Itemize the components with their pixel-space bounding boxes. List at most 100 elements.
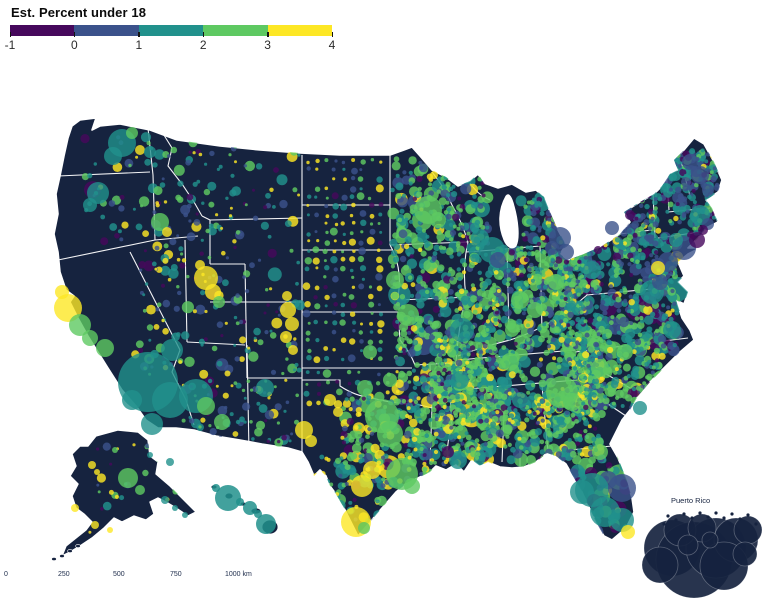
county-bubble xyxy=(491,327,497,332)
county-bubble xyxy=(524,417,530,423)
county-bubble xyxy=(114,233,120,239)
county-bubble xyxy=(519,445,524,450)
county-bubble xyxy=(486,440,494,449)
county-bubble xyxy=(610,199,620,209)
county-bubble xyxy=(502,305,510,312)
aleutian-island xyxy=(59,554,65,558)
county-bubble xyxy=(470,447,476,453)
county-bubble xyxy=(359,339,364,344)
county-bubble xyxy=(619,241,624,246)
county-bubble xyxy=(315,167,319,171)
county-bubble xyxy=(380,483,386,489)
county-bubble xyxy=(419,289,427,297)
county-bubble xyxy=(497,376,505,385)
county-bubble xyxy=(668,316,674,322)
county-bubble xyxy=(220,334,224,338)
county-bubble xyxy=(517,251,523,258)
county-bubble xyxy=(525,380,536,391)
county-bubble xyxy=(443,335,448,341)
county-bubble xyxy=(644,203,650,210)
puerto-rico-dot xyxy=(722,516,726,520)
county-bubble xyxy=(488,367,493,372)
county-bubble xyxy=(466,352,471,357)
county-bubble xyxy=(454,393,461,400)
county-bubble xyxy=(587,424,592,429)
county-bubble xyxy=(487,381,493,386)
county-bubble xyxy=(596,316,603,322)
county-bubble xyxy=(457,284,463,290)
county-bubble xyxy=(474,337,479,342)
county-bubble xyxy=(346,391,352,397)
county-bubble xyxy=(472,309,478,315)
state-border xyxy=(161,131,203,217)
county-bubble xyxy=(606,199,612,205)
county-bubble xyxy=(526,273,532,279)
county-bubble xyxy=(203,188,211,196)
county-bubble xyxy=(234,356,240,362)
county-bubble xyxy=(563,202,568,207)
county-bubble xyxy=(507,417,512,422)
county-bubble xyxy=(596,433,601,439)
county-bubble xyxy=(424,332,431,340)
county-bubble xyxy=(692,226,697,231)
county-bubble xyxy=(256,401,261,406)
county-bubble xyxy=(392,232,399,239)
county-bubble xyxy=(402,343,407,348)
county-bubble xyxy=(513,341,518,346)
county-bubble xyxy=(468,262,475,269)
county-bubble xyxy=(544,440,550,445)
county-bubble xyxy=(313,356,321,364)
county-bubble xyxy=(325,230,329,235)
county-bubble xyxy=(395,193,402,199)
county-bubble xyxy=(593,209,598,214)
county-bubble xyxy=(504,399,512,406)
county-bubble xyxy=(315,266,319,270)
metro-bubble xyxy=(633,401,647,415)
county-bubble xyxy=(627,228,632,234)
county-bubble xyxy=(449,394,456,400)
county-bubble xyxy=(416,191,423,198)
county-bubble xyxy=(427,182,433,187)
county-bubble xyxy=(319,454,325,460)
county-bubble xyxy=(242,275,246,279)
metro-bubble xyxy=(702,184,714,196)
county-bubble xyxy=(614,367,619,372)
county-bubble xyxy=(302,282,311,291)
county-bubble xyxy=(119,495,125,501)
county-bubble xyxy=(342,469,348,474)
county-bubble xyxy=(461,400,466,405)
county-bubble xyxy=(460,183,472,195)
county-bubble xyxy=(564,214,571,220)
county-bubble xyxy=(563,207,570,214)
puerto-rico-dot xyxy=(662,522,666,526)
county-bubble xyxy=(277,140,282,145)
county-bubble xyxy=(627,252,634,259)
county-bubble xyxy=(550,517,564,531)
county-bubble xyxy=(208,131,217,140)
county-bubble xyxy=(138,261,146,269)
county-bubble xyxy=(475,377,482,383)
county-bubble xyxy=(248,351,259,362)
county-bubble xyxy=(324,355,330,362)
county-bubble xyxy=(207,255,212,260)
county-bubble xyxy=(249,420,253,424)
county-bubble xyxy=(432,322,437,327)
county-bubble xyxy=(119,237,124,242)
county-bubble xyxy=(571,525,579,533)
county-bubble xyxy=(660,233,668,241)
county-bubble xyxy=(332,213,339,219)
county-bubble xyxy=(346,417,354,426)
county-bubble xyxy=(613,273,619,278)
county-bubble xyxy=(667,201,674,208)
county-bubble xyxy=(324,204,329,209)
county-bubble xyxy=(395,173,400,178)
county-bubble xyxy=(376,285,383,292)
county-bubble xyxy=(352,497,357,502)
metro-bubble xyxy=(144,146,156,158)
county-bubble xyxy=(501,393,508,400)
county-bubble xyxy=(445,200,450,205)
county-bubble xyxy=(407,275,413,280)
county-bubble xyxy=(407,330,412,335)
county-bubble xyxy=(452,213,460,221)
